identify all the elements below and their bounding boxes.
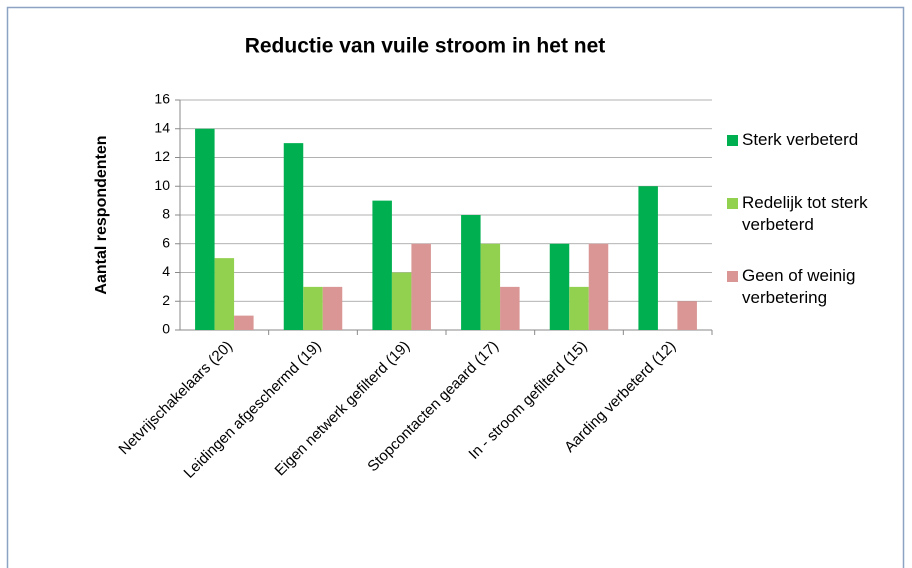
legend-swatch	[727, 135, 738, 146]
bar	[588, 243, 609, 330]
y-tick-label: 6	[162, 234, 170, 250]
y-tick-label: 0	[162, 321, 170, 337]
bar	[638, 186, 658, 330]
y-tick-label: 16	[154, 91, 170, 107]
y-tick-label: 10	[154, 177, 170, 193]
bar	[322, 286, 343, 330]
bar	[461, 215, 481, 330]
bar	[303, 286, 323, 330]
bar	[195, 128, 215, 330]
bar	[549, 243, 570, 330]
bar	[372, 200, 392, 330]
legend-label: Redelijk tot sterk verbeterd	[742, 193, 868, 234]
legend-label: Geen of weinig verbetering	[742, 266, 856, 307]
bar	[569, 286, 589, 330]
legend-swatch	[727, 271, 738, 282]
bar	[391, 272, 412, 330]
legend-label: Sterk verbeterd	[742, 130, 859, 149]
y-tick-label: 14	[154, 119, 170, 135]
chart-title: Reductie van vuile stroom in het net	[245, 35, 606, 58]
bar	[411, 243, 431, 330]
bar	[214, 258, 235, 330]
y-tick-label: 2	[162, 292, 170, 308]
y-tick-label: 8	[162, 206, 170, 222]
y-tick-label: 4	[162, 263, 170, 279]
chart-border	[6, 6, 905, 568]
bar	[234, 315, 254, 330]
y-tick-label: 12	[154, 148, 170, 164]
bar	[677, 301, 697, 330]
y-axis-label: Aantal respondenten	[93, 135, 110, 294]
bar	[283, 143, 304, 330]
legend-swatch	[727, 198, 738, 209]
bar	[500, 286, 520, 330]
bar	[480, 243, 501, 330]
